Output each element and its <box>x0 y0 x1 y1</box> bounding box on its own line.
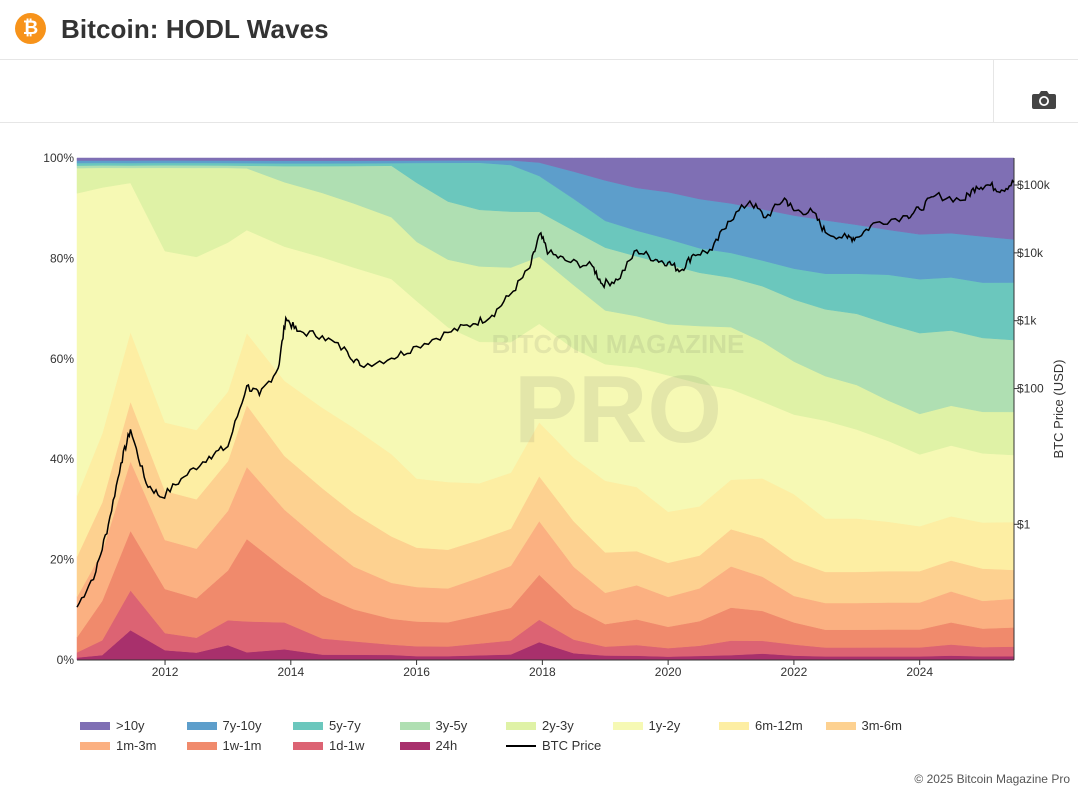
legend-line-swatch <box>506 745 536 747</box>
y-left-tick-label: 40% <box>50 452 74 466</box>
legend-swatch <box>399 722 430 730</box>
legend-label: 2y-3y <box>542 718 574 733</box>
y-right-tick-label: $1k <box>1017 314 1037 328</box>
x-tick-label: 2024 <box>906 665 933 679</box>
y-right-tick-label: $1 <box>1017 517 1031 531</box>
hodl-waves-chart: BITCOIN MAGAZINE PRO 0% 20% 40% 60% 80% 100% 2… <box>0 124 1078 780</box>
legend-swatch <box>186 722 217 730</box>
legend-swatch <box>719 722 749 730</box>
y-right-axis-title: BTC Price (USD) <box>1051 360 1066 459</box>
legend-label: 3y-5y <box>435 718 468 733</box>
watermark-line1: BITCOIN MAGAZINE <box>492 329 745 359</box>
legend-label: 6m-12m <box>755 718 803 733</box>
toolbar-divider <box>993 60 994 122</box>
legend-swatch <box>612 722 643 730</box>
watermark-line2: PRO <box>514 356 722 463</box>
legend-swatch <box>186 742 217 750</box>
camera-icon[interactable] <box>1030 89 1058 111</box>
legend-swatch <box>399 742 430 750</box>
legend-label: >10y <box>116 718 145 733</box>
legend-swatch <box>506 722 536 730</box>
legend-label: 3m-6m <box>861 718 902 733</box>
y-right-tick-label: $10k <box>1017 246 1044 260</box>
legend-label: 1w-1m <box>222 738 262 753</box>
legend-label: 7y-10y <box>222 718 262 733</box>
x-tick-label: 2018 <box>529 665 556 679</box>
x-tick-label: 2014 <box>277 665 304 679</box>
x-tick-label: 2012 <box>152 665 179 679</box>
legend-label: 1y-2y <box>648 718 681 733</box>
legend-label: BTC Price <box>542 738 602 753</box>
y-left-tick-label: 20% <box>50 553 74 567</box>
chart-legend: >10y 7y-10y 5y-7y 3y-5y 2y-3y 1y-2y 6m-12m 3m-6… <box>80 716 980 760</box>
copyright-text: © 2025 Bitcoin Magazine Pro <box>914 772 1070 786</box>
legend-label: 24h <box>435 738 458 753</box>
legend-swatch <box>293 722 323 730</box>
x-tick-label: 2022 <box>781 665 808 679</box>
x-tick-label: 2020 <box>655 665 682 679</box>
chart-toolbar <box>0 60 1078 123</box>
chart-svg: BITCOIN MAGAZINE PRO 0% 20% 40% 60% 80% 100% 2… <box>43 151 1066 679</box>
y-left-tick-label: 60% <box>50 352 74 366</box>
watermark: BITCOIN MAGAZINE PRO <box>492 329 745 463</box>
y-left-tick-label: 0% <box>57 653 75 667</box>
legend-swatch <box>825 722 856 730</box>
legend-label: 1d-1w <box>329 738 365 753</box>
y-right-tick-label: $100k <box>1017 178 1051 192</box>
legend-swatch <box>80 722 110 730</box>
legend-swatch <box>80 742 110 750</box>
btc-price-line <box>76 179 1015 608</box>
header: ₿ Bitcoin: HODL Waves <box>0 0 1078 60</box>
legend-swatch <box>293 742 323 750</box>
bitcoin-logo-icon: ₿ <box>15 13 46 44</box>
y-left-tick-label: 80% <box>50 251 74 265</box>
page-title: Bitcoin: HODL Waves <box>61 14 329 44</box>
legend-label: 5y-7y <box>329 718 361 733</box>
x-tick-label: 2016 <box>403 665 430 679</box>
y-right-tick-label: $100 <box>1017 382 1044 396</box>
legend-label: 1m-3m <box>116 738 157 753</box>
y-left-tick-label: 100% <box>43 151 74 165</box>
